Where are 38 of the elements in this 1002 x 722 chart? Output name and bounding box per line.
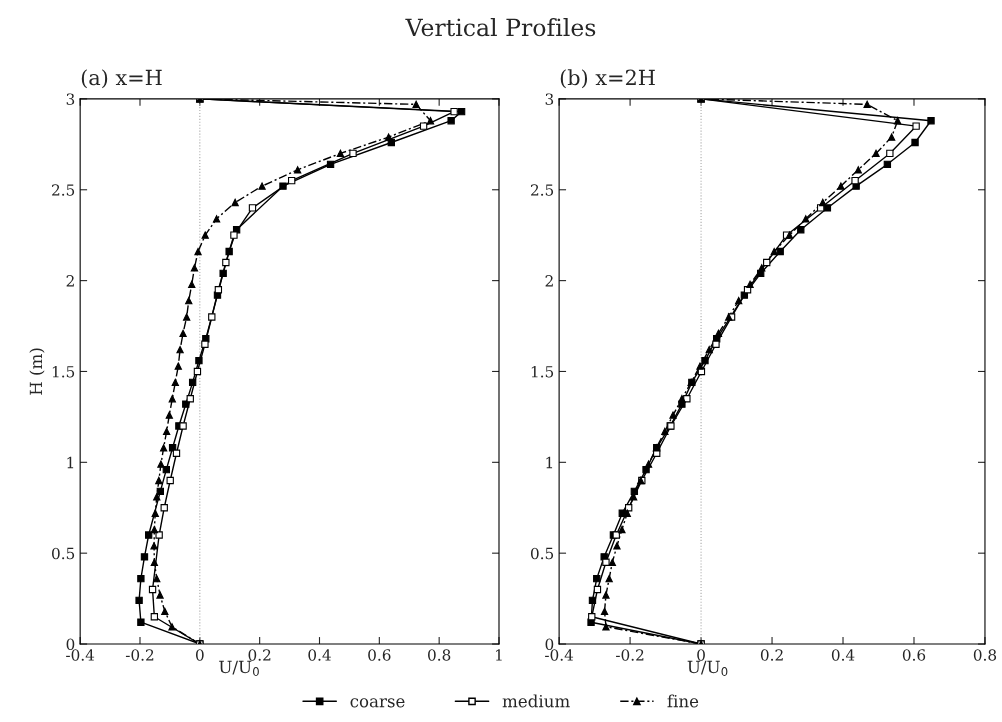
y-tick-label: 1 <box>546 456 553 469</box>
x-tick-label: 0 <box>195 649 204 661</box>
legend-label: medium <box>502 694 570 708</box>
y-tick-label: 2.5 <box>52 184 75 196</box>
x-tick-label: 0.6 <box>368 649 391 661</box>
y-tick-label: 0 <box>545 638 554 651</box>
chart-subtitle: (a) x=H <box>81 69 162 89</box>
x-tick-label: 0.8 <box>428 649 451 661</box>
y-tick-label: 1 <box>67 456 74 469</box>
y-tick-label: 3 <box>545 93 554 105</box>
x-axis-title: U/U$_{0}$ <box>687 660 728 676</box>
y-tick-label: 1.5 <box>52 365 75 378</box>
x-tick-label: 0.2 <box>248 649 271 661</box>
y-tick-label: 1.5 <box>531 365 554 378</box>
x-tick-label: 0.4 <box>831 649 855 661</box>
y-tick-label: 0 <box>66 638 75 651</box>
chart-title: Vertical Profiles <box>405 18 596 37</box>
y-tick-label: 3 <box>66 93 75 105</box>
chart-subtitle: (b) x=2H <box>560 69 655 89</box>
x-tick-label: 0.4 <box>308 649 331 661</box>
x-tick-label: 0.6 <box>902 649 926 661</box>
y-tick-label: 2 <box>545 275 553 287</box>
y-tick-label: 0.5 <box>530 547 554 560</box>
x-tick-label: 0.8 <box>973 649 997 661</box>
x-tick-label: 1 <box>496 649 502 661</box>
legend-label: coarse <box>350 698 405 708</box>
y-tick-label: 0.5 <box>52 547 75 560</box>
x-tick-label: 0.2 <box>760 649 783 661</box>
x-tick-label: -0.4 <box>545 649 574 661</box>
x-tick-label: -0.4 <box>66 649 95 661</box>
x-tick-label: 0 <box>697 649 705 661</box>
x-tick-label: -0.2 <box>616 649 644 661</box>
y-tick-label: 2 <box>66 275 74 287</box>
y-tick-label: 2.5 <box>530 184 554 196</box>
x-axis-title: U/U$_{0}$ <box>219 660 259 676</box>
legend-label: fine <box>667 694 699 708</box>
x-tick-label: -0.2 <box>125 649 154 661</box>
y-axis-title: H (m) <box>29 348 45 395</box>
